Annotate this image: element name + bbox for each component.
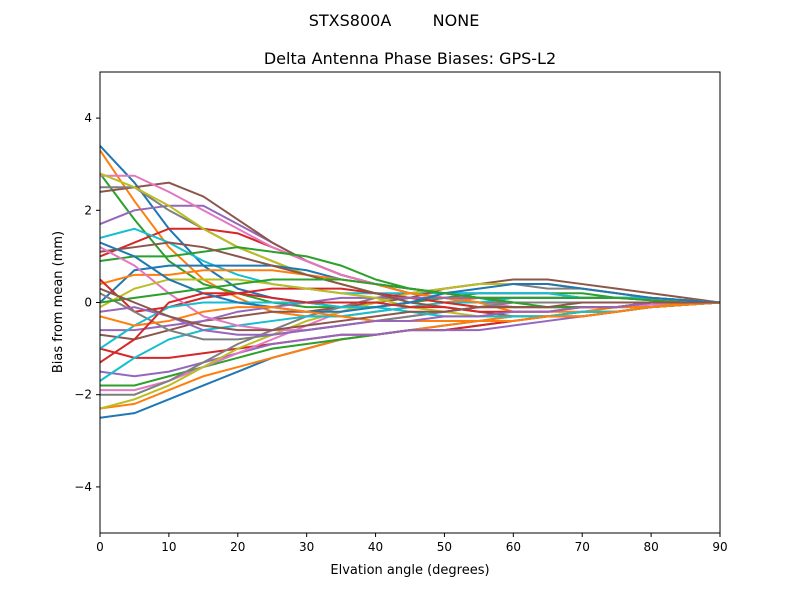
suptitle-radome: NONE [433,11,480,30]
suptitle-station: STXS800A [309,11,392,30]
x-tick-label: 50 [437,540,452,554]
x-tick-label: 60 [506,540,521,554]
series-line-2 [100,149,720,318]
y-axis-label: Bias from mean (mm) [51,231,66,373]
chart-title: Delta Antenna Phase Biases: GPS-L2 [264,49,556,68]
y-tick-label: 4 [84,111,92,125]
x-tick-label: 80 [643,540,658,554]
x-tick-label: 20 [230,540,245,554]
series-line-35 [100,301,720,336]
series-line-36 [100,287,720,332]
y-tick-label: 2 [84,203,92,217]
x-tick-label: 70 [575,540,590,554]
x-axis-label: Elvation angle (degrees) [330,563,489,578]
x-tick-label: 90 [712,540,727,554]
series-line-7 [100,174,720,309]
y-tick-label: −4 [74,480,92,494]
x-tick-label: 40 [368,540,383,554]
y-tick-label: −2 [74,388,92,402]
series-line-1 [100,145,720,309]
y-tick-label: 0 [84,296,92,310]
series-line-11 [100,301,720,419]
x-tick-label: 10 [161,540,176,554]
series-line-9 [100,172,720,309]
series-group [100,145,720,419]
plot-frame [99,71,721,534]
x-tick-label: 30 [299,540,314,554]
series-line-3 [100,172,720,309]
x-tick-label: 0 [96,540,104,554]
ticks-group: 0 10 20 30 40 50 60 70 80 90 −4 −2 0 2 4 [74,111,727,554]
